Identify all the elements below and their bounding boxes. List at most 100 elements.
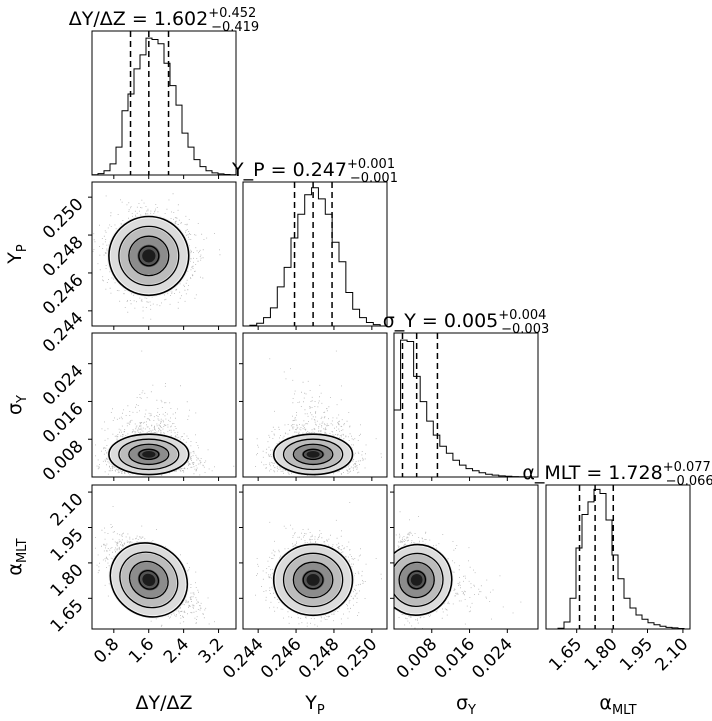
panel-frame (91, 181, 237, 327)
x-axis-label-YP: YP (304, 692, 325, 718)
x-tick-label: 0.246 (257, 634, 306, 683)
panel-frame (242, 332, 388, 478)
density-fill (142, 573, 156, 587)
panel-alphaMLT-vs-sigmaY (393, 484, 539, 630)
panel-content (95, 350, 235, 476)
y-tick-label: 0.250 (39, 195, 88, 244)
x-tick-label: 0.8 (90, 634, 123, 667)
hist-step-dYdZ (91, 37, 236, 176)
x-tick-label: 2.10 (652, 634, 693, 675)
panel-content (255, 350, 382, 477)
contour-1sigma (128, 235, 170, 277)
contour-1.5sigma (282, 438, 344, 471)
contour-2sigma (108, 215, 190, 297)
panel-frame (393, 484, 539, 630)
hist-step-alphaMLT (546, 488, 690, 630)
contour-1sigma (292, 561, 334, 599)
x-axis-label-dYdZ: ΔY/ΔZ (135, 692, 192, 714)
y-tick-label: 0.248 (39, 232, 88, 281)
contour-2sigma (272, 433, 354, 476)
y-tick-label: 2.10 (47, 489, 88, 530)
panel-alphaMLT-vs-YP (242, 484, 388, 630)
panel-content (255, 502, 382, 627)
y-tick-label: 0.024 (39, 361, 88, 410)
panel-sigmaY-vs-dYdZ (91, 332, 237, 478)
hist-frame (545, 484, 691, 630)
y-axis-label-YP: YP (4, 244, 30, 265)
contour-1.5sigma (394, 552, 444, 607)
histogram-dYdZ: ΔY/ΔZ = 1.602+0.452 −0.419 (69, 6, 259, 176)
x-tick-label: 0.008 (393, 634, 442, 683)
histogram-sigmaY: σ_Y = 0.005+0.004 −0.003 (383, 308, 550, 478)
x-tick-label: 0.250 (333, 634, 382, 683)
density-fill (306, 450, 320, 458)
panel-content (394, 511, 522, 629)
contour-1sigma (128, 560, 169, 600)
title-alphaMLT: α_MLT = 1.728+0.077 −0.066 (522, 460, 712, 489)
x-tick-label: 0.248 (295, 634, 344, 683)
panel-frame (242, 484, 388, 630)
hist-step-YP (243, 187, 387, 327)
contour-2sigma (108, 433, 190, 476)
y-tick-label: 0.008 (39, 437, 88, 486)
contour-0.5sigma (138, 448, 160, 461)
contour-1.5sigma (118, 438, 180, 471)
title-dYdZ: ΔY/ΔZ = 1.602+0.452 −0.419 (69, 6, 259, 35)
contour-1.5sigma (118, 225, 180, 287)
x-tick-label: 1.6 (125, 634, 158, 667)
x-axis-label-sigmaY: σY (456, 692, 476, 718)
x-tick-label: 1.65 (545, 634, 586, 675)
hist-frame (393, 332, 539, 478)
x-tick-label: 3.2 (195, 634, 228, 667)
contour-2sigma (394, 543, 453, 616)
y-tick-label: 1.95 (47, 525, 88, 566)
scatter-points (95, 506, 235, 629)
density-fill (142, 450, 156, 458)
contour-0.5sigma (407, 570, 427, 590)
y-axis-label-sigmaY: σY (4, 395, 30, 415)
y-tick-label: 1.80 (47, 560, 88, 601)
panel-content (95, 506, 235, 629)
x-tick-label: 0.244 (219, 634, 268, 683)
panel-frame (91, 332, 237, 478)
contour-1.5sigma (282, 552, 344, 608)
contour-0.5sigma (302, 570, 324, 590)
y-tick-label: 0.016 (39, 399, 88, 448)
x-axis-label-alphaMLT: αMLT (599, 692, 636, 718)
hist-frame (91, 30, 237, 176)
title-YP: Y_P = 0.247+0.001 −0.001 (231, 157, 398, 186)
density-fill (410, 574, 423, 586)
contour-0.5sigma (302, 448, 324, 461)
contour-1.5sigma (119, 551, 179, 609)
panel-frame (91, 484, 237, 630)
contour-1sigma (128, 443, 170, 466)
contour-1sigma (398, 561, 435, 599)
y-axis-label-alphaMLT: αMLT (4, 538, 30, 575)
y-tick-label: 1.65 (47, 596, 88, 637)
x-tick-label: 2.4 (160, 634, 193, 667)
contour-2sigma (109, 542, 189, 618)
panel-alphaMLT-vs-dYdZ (91, 484, 237, 630)
panel-sigmaY-vs-YP (242, 332, 388, 478)
panel-content (92, 193, 221, 320)
x-tick-label: 0.016 (431, 634, 480, 683)
panel-YP-vs-dYdZ (91, 181, 237, 327)
x-tick-label: 1.80 (581, 634, 622, 675)
hist-frame (242, 181, 388, 327)
contour-0.5sigma (138, 245, 160, 267)
density-fill (142, 249, 156, 263)
contour-1sigma (292, 443, 334, 466)
contour-2sigma (272, 543, 354, 617)
hist-step-sigmaY (393, 339, 538, 478)
title-sigmaY: σ_Y = 0.005+0.004 −0.003 (383, 308, 550, 337)
x-tick-label: 0.024 (468, 634, 517, 683)
x-tick-label: 1.95 (616, 634, 657, 675)
y-tick-label: 0.244 (39, 308, 88, 357)
histogram-YP: Y_P = 0.247+0.001 −0.001 (231, 157, 398, 327)
density-fill (306, 573, 320, 586)
y-tick-label: 0.246 (39, 270, 88, 319)
contour-0.5sigma (138, 570, 160, 590)
scatter-points (95, 350, 235, 476)
histogram-alphaMLT: α_MLT = 1.728+0.077 −0.066 (522, 460, 712, 630)
